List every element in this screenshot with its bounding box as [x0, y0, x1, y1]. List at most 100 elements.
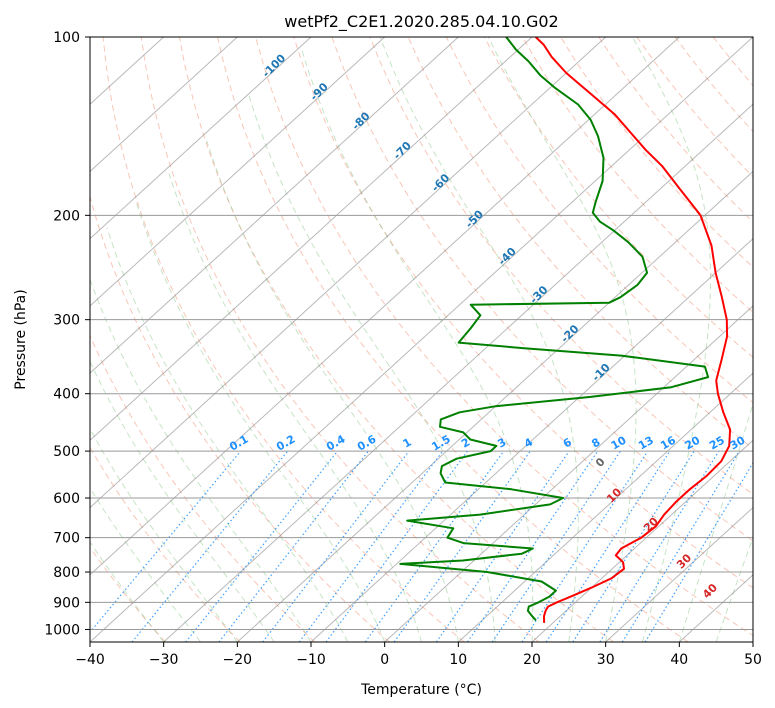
mixing-ratio-label: 0.1 — [227, 433, 250, 454]
mixing-ratio-label: 1 — [401, 436, 414, 451]
mixing-ratio-line — [467, 450, 599, 642]
x-tick-label: 0 — [380, 652, 389, 668]
isotherm-label: -80 — [349, 109, 372, 132]
sounding-series — [399, 37, 732, 623]
isotherm-line — [531, 439, 753, 642]
dry-adiabat-line — [636, 37, 753, 178]
moist-adiabat-line — [90, 541, 165, 642]
dry-adiabat-line — [90, 194, 390, 642]
dry-adiabat-line — [674, 37, 753, 133]
isopleth-labels: 0.1 0.2 0.4 0.6 1 1.5 2 3 4 6 8 10 13 16 20 25 30-100-90… — [227, 51, 747, 601]
mixing-ratio-label: 0.4 — [324, 432, 348, 453]
moist-adiabat-line — [715, 535, 753, 642]
isotherm-line — [90, 37, 459, 374]
mixing-ratio-line — [521, 450, 649, 642]
moist-adiabat-line — [90, 278, 312, 642]
isotherm-label: -70 — [391, 139, 414, 162]
mixing-ratio-label: 0.2 — [274, 433, 297, 454]
y-tick-label: 200 — [53, 208, 80, 224]
background-lines — [90, 37, 753, 642]
dry-adiabat-line — [178, 37, 614, 642]
mixing-ratio-line — [393, 450, 531, 642]
isotherm-line — [236, 170, 753, 642]
chart-title: wetPf2_C2E1.2020.285.04.10.G02 — [284, 12, 558, 32]
plot-frame — [89, 36, 754, 643]
dry-adiabat-line — [102, 37, 465, 642]
dry-adiabat-line — [90, 546, 166, 642]
x-tick-label: 10 — [449, 652, 467, 668]
moist-adiabat-line — [248, 94, 496, 642]
isotherm-line — [90, 37, 238, 173]
x-tick-label: 40 — [670, 652, 688, 668]
moist-adiabat-line — [487, 37, 637, 642]
moist-adiabat-line — [301, 49, 534, 642]
x-tick-label: −10 — [296, 652, 326, 668]
isotherm-line — [457, 372, 753, 642]
moist-adiabat-line — [678, 401, 753, 642]
mixing-ratio-line — [298, 450, 444, 642]
y-tick-label: 900 — [53, 595, 80, 611]
dry-adiabat-line — [369, 37, 753, 495]
moist-adiabat-line — [206, 141, 459, 642]
dry-adiabat-line — [293, 37, 753, 589]
isotherm-line — [90, 37, 607, 509]
mixing-ratio-line — [90, 450, 242, 634]
mixing-ratio-label: 1.5 — [429, 433, 452, 454]
mixing-ratio-line — [599, 450, 720, 642]
dry-adiabat-line — [712, 37, 753, 87]
adiabat-label: 30 — [674, 551, 694, 571]
isotherm-label: -50 — [463, 207, 486, 230]
isotherm-label: -100 — [260, 51, 289, 80]
mixing-ratio-line — [364, 450, 505, 642]
mixing-ratio-label: 25 — [707, 434, 727, 453]
pressure-gridlines — [90, 37, 753, 630]
y-tick-label: 300 — [53, 313, 80, 329]
moist-adiabat-line — [90, 487, 201, 642]
dry-adiabat-line — [255, 37, 753, 637]
isotherm-line — [90, 37, 312, 240]
x-axis-label: Temperature (°C) — [360, 682, 482, 698]
moist-adiabat-line — [90, 360, 275, 642]
y-axis-label: Pressure (hPa) — [13, 289, 29, 389]
adiabat-label: 40 — [700, 581, 720, 601]
mixing-ratio-label: 10 — [609, 433, 629, 452]
x-tick-label: −30 — [149, 652, 179, 668]
dry-adiabat-line — [90, 334, 316, 642]
adiabat-label: 20 — [641, 514, 661, 534]
dry-adiabat-line — [217, 37, 689, 642]
moist-adiabat-line — [631, 37, 711, 642]
adiabat-label: 10 — [604, 485, 624, 505]
mixing-ratio-line — [185, 450, 339, 642]
dry-adiabat-line — [483, 37, 753, 358]
y-tick-label: 700 — [53, 531, 80, 547]
dry-adiabat-line — [750, 37, 753, 40]
x-tick-label: 50 — [744, 652, 762, 668]
mixing-ratio-label: 16 — [658, 433, 678, 452]
zero-isotherm-label: 0 — [593, 455, 608, 470]
y-tick-label: 800 — [53, 565, 80, 581]
isotherm-label: -90 — [308, 80, 331, 103]
dry-adiabat-line — [90, 446, 241, 642]
dry-adiabat-line — [407, 37, 753, 449]
isotherm-line — [90, 37, 533, 442]
axes: −40 −30 −20 −10 0 10 20 30 40 5010020030040050060… — [44, 30, 762, 668]
isotherm-line — [90, 37, 386, 307]
isotherm-line — [310, 237, 753, 642]
mixing-ratio-line — [621, 450, 740, 642]
moist-adiabat-line — [168, 173, 422, 642]
y-tick-label: 500 — [53, 444, 80, 460]
mixing-ratio-line — [644, 461, 753, 642]
y-tick-label: 400 — [53, 387, 80, 403]
y-tick-label: 100 — [53, 30, 80, 46]
isotherm-line — [605, 506, 753, 642]
mixing-ratio-label: 20 — [682, 433, 702, 452]
moist-adiabat-line — [379, 37, 579, 642]
moist-adiabat-line — [106, 227, 349, 642]
mixing-ratio-label: 8 — [589, 436, 602, 451]
mixing-ratio-line — [218, 450, 369, 642]
isotherm-line — [90, 37, 680, 576]
mixing-ratio-line — [572, 450, 695, 642]
isotherm-line — [752, 641, 753, 642]
temperature-line — [535, 37, 732, 623]
